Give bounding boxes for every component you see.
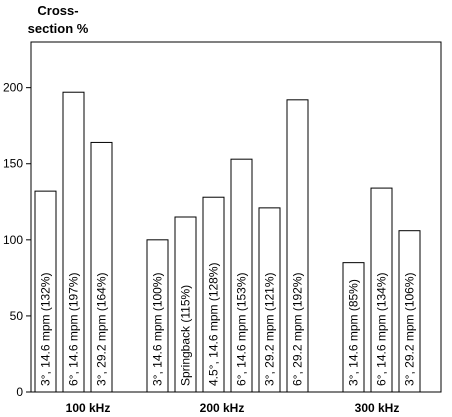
- y-tick-label-150: 150: [3, 157, 23, 171]
- bar-2-0: [342, 262, 365, 393]
- bar-label-1-1: Springback (115%): [179, 285, 193, 386]
- y-tick-label-0: 0: [16, 385, 23, 399]
- bar-label-0-0: 3°, 14.6 mpm (132%): [39, 272, 53, 386]
- y-axis-title-line-2: section %: [27, 21, 89, 36]
- bar-label-1-4: 3°, 29.2 mpm (121%): [263, 272, 277, 386]
- bar-1-4: [258, 207, 281, 393]
- bar-1-5: [286, 99, 309, 393]
- y-tick-label-50: 50: [10, 309, 24, 323]
- bar-0-1: [62, 91, 85, 393]
- bar-2-1: [370, 187, 393, 393]
- y-axis-title-line-1: Cross-: [37, 3, 79, 18]
- bar-1-3: [230, 158, 253, 393]
- bar-label-1-2: 4.5°, 14.6 mpm (128%): [207, 262, 221, 386]
- group-label-1: 200 kHz: [200, 401, 245, 415]
- group-label-2: 300 kHz: [355, 401, 400, 415]
- bar-label-1-5: 6°, 29.2 mpm (192%): [291, 272, 305, 386]
- bar-2-2: [398, 230, 421, 393]
- bar-label-1-0: 3°, 14.6 mpm (100%): [151, 272, 165, 386]
- y-axis-title: Cross- section %: [8, 2, 108, 38]
- bar-label-0-1: 6°, 14.6 mpm (197%): [67, 272, 81, 386]
- bar-label-0-2: 3°, 29.2 mpm (164%): [95, 272, 109, 386]
- group-label-0: 100 kHz: [66, 401, 111, 415]
- bar-1-0: [146, 239, 169, 393]
- y-tick-label-100: 100: [3, 233, 23, 247]
- y-tick-label-200: 200: [3, 81, 23, 95]
- bar-0-0: [34, 190, 57, 393]
- bar-label-2-2: 3°, 29.2 mpm (106%): [403, 272, 417, 386]
- bar-label-2-1: 6°, 14.6 mpm (134%): [375, 272, 389, 386]
- bar-0-2: [90, 141, 113, 393]
- bar-label-1-3: 6°, 14.6 mpm (153%): [235, 272, 249, 386]
- bar-1-1: [174, 216, 197, 393]
- bar-label-2-0: 3°, 14.6 mpm (85%): [347, 279, 361, 386]
- bar-1-2: [202, 196, 225, 393]
